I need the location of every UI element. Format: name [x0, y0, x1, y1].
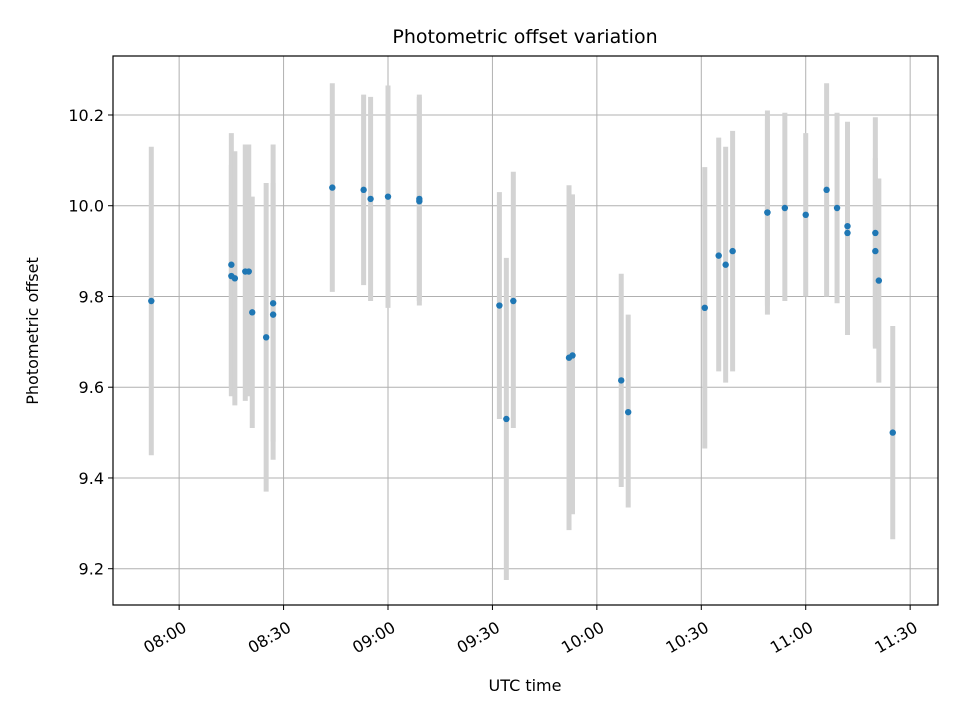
chart-title: Photometric offset variation — [392, 26, 657, 48]
data-point — [722, 261, 729, 268]
data-point — [249, 309, 256, 316]
data-point — [245, 268, 252, 275]
data-point — [701, 304, 708, 312]
x-axis: 08:00 08:30 09:00 09:30 10:00 10:30 11:00 11:30 — [140, 605, 921, 658]
x-tick-label: 11:00 — [767, 618, 816, 658]
y-axis: 9.2 9.4 9.6 9.8 10.0 10.2 — [68, 106, 113, 579]
x-axis-title: UTC time — [489, 676, 562, 695]
data-point — [715, 252, 722, 259]
data-point — [844, 222, 851, 230]
data-point — [269, 311, 277, 318]
data-point — [360, 186, 367, 194]
data-point — [510, 297, 517, 305]
x-tick-label: 10:00 — [558, 618, 607, 658]
data-point — [729, 247, 736, 255]
x-tick-label: 09:00 — [349, 618, 398, 658]
data-point — [569, 352, 576, 359]
y-tick-label: 10.0 — [68, 197, 104, 216]
data-point — [262, 334, 270, 341]
data-point — [384, 193, 392, 200]
x-tick-label: 10:30 — [662, 618, 711, 658]
y-tick-label: 9.2 — [79, 560, 104, 579]
data-point — [231, 275, 239, 282]
x-tick-label: 08:00 — [140, 618, 189, 658]
data-point — [329, 184, 336, 191]
data-point — [844, 229, 851, 237]
data-point — [269, 300, 277, 307]
data-point — [496, 302, 503, 309]
x-tick-label: 08:30 — [245, 618, 294, 658]
x-tick-label: 09:30 — [454, 618, 503, 658]
data-point — [624, 408, 632, 416]
data-point — [833, 204, 841, 212]
data-point — [802, 211, 809, 219]
data-point — [416, 197, 423, 205]
y-tick-label: 9.6 — [79, 378, 104, 397]
y-axis-title: Photometric offset — [23, 257, 42, 405]
y-tick-label: 10.2 — [68, 106, 104, 125]
y-tick-label: 9.4 — [79, 469, 104, 488]
plot-frame — [112, 55, 939, 606]
data-point — [875, 277, 883, 284]
y-tick-label: 9.8 — [79, 287, 104, 306]
data-point — [823, 186, 830, 194]
data-point — [367, 195, 374, 203]
data-point — [503, 415, 510, 423]
x-tick-label: 11:30 — [871, 618, 920, 658]
data-point — [148, 297, 155, 305]
data-point — [618, 377, 625, 384]
data-points — [148, 184, 896, 436]
data-point — [781, 204, 789, 212]
data-point — [872, 229, 879, 237]
data-point — [889, 429, 896, 436]
data-point — [872, 247, 879, 255]
data-point — [764, 209, 771, 216]
data-point — [228, 261, 235, 268]
